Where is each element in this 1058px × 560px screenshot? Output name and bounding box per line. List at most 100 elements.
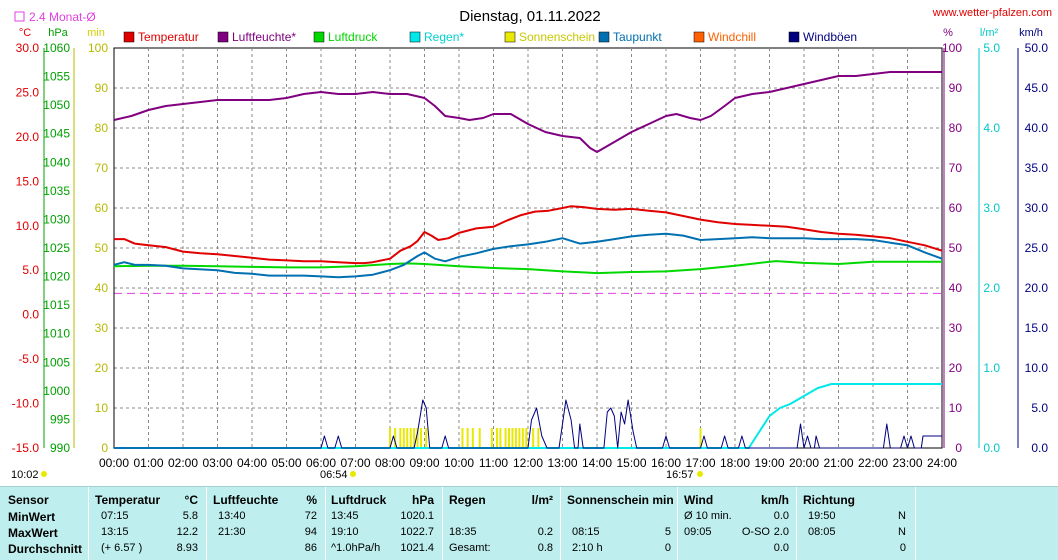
unit-minutes: min (87, 27, 105, 39)
legend-label: Taupunkt (613, 30, 662, 44)
table-cell: 13:15 (101, 526, 129, 538)
sunshine-bar (389, 428, 391, 448)
sunshine-bar (511, 428, 514, 448)
sunshine-bar (425, 428, 428, 448)
table-cell: 08:05 (808, 526, 836, 538)
header-wind: Wind (684, 493, 714, 507)
y-tick-label-rain: 2.0 (983, 281, 1000, 295)
x-tick-label: 14:00 (582, 456, 612, 470)
sunshine-bar (471, 428, 474, 448)
x-tick-label: 09:00 (409, 456, 439, 470)
table-column-divider (677, 487, 678, 560)
table-cell: 0.0 (773, 510, 789, 522)
table-cell: 72 (304, 510, 317, 522)
legend-label: Luftdruck (328, 30, 378, 44)
table-cell: O-SO (741, 526, 770, 538)
sunshine-bar (514, 428, 517, 448)
sunshine-bar (420, 428, 423, 448)
y-tick-label-pressure: 1050 (43, 98, 70, 112)
sunshine-bar (394, 428, 397, 448)
unit-humidity: % (943, 27, 953, 39)
table-cell: Ø 10 min. (684, 510, 732, 522)
y-tick-label-pressure: 1035 (43, 184, 70, 198)
y-tick-label-temp: 20.0 (16, 130, 40, 144)
y-tick-label-minutes: 0 (101, 441, 108, 455)
y-tick-label-wind: 35.0 (1025, 161, 1049, 175)
table-cell: 12.2 (176, 526, 198, 538)
table-cell: 0 (899, 542, 906, 554)
row-label: MaxWert (8, 526, 58, 540)
y-tick-label-wind: 25.0 (1025, 241, 1049, 255)
y-tick-label-pressure: 1055 (43, 70, 70, 84)
sunshine-bar (413, 428, 416, 448)
y-tick-label-wind: 0.0 (1031, 441, 1048, 455)
y-tick-label-rain: 0.0 (983, 441, 1000, 455)
header-wind-unit: km/h (760, 493, 789, 507)
table-cell: N (898, 526, 906, 538)
header-pressure-unit: hPa (411, 493, 434, 507)
table-cell: 86 (304, 542, 317, 554)
sunshine-bar (495, 428, 498, 448)
sunshine-bar (406, 428, 409, 448)
y-tick-label-humidity: 40 (949, 281, 963, 295)
table-cell: 5 (664, 526, 671, 538)
sunshine-bar (518, 428, 521, 448)
x-tick-label: 13:00 (547, 456, 577, 470)
sunshine-bar (537, 428, 540, 448)
legend-swatch (123, 31, 135, 43)
y-tick-label-pressure: 1045 (43, 127, 70, 141)
x-tick-label: 05:00 (271, 456, 301, 470)
legend-swatch (693, 31, 705, 43)
legend-swatch (217, 31, 229, 43)
table-cell: 13:40 (218, 510, 246, 522)
table-column-divider (796, 487, 797, 560)
y-tick-label-pressure: 1010 (43, 327, 70, 341)
header-sunshine: Sonnenschein min (567, 493, 674, 507)
y-tick-label-wind: 15.0 (1025, 321, 1049, 335)
y-tick-label-minutes: 10 (95, 401, 109, 415)
weather-chart: 00:00 01:00 02:00 03:00 04:00 05:00 06:00 07:00… (11, 7, 1052, 481)
row-label: Durchschnitt (8, 542, 83, 556)
y-tick-label-minutes: 100 (88, 41, 108, 55)
table-cell: 19:10 (331, 526, 359, 538)
x-tick-label: 06:00 (306, 456, 336, 470)
table-cell: 18:35 (449, 526, 477, 538)
unit-wind: km/h (1019, 27, 1043, 39)
legend-swatch (409, 31, 421, 43)
table-cell: 19:50 (808, 510, 836, 522)
y-tick-label-wind: 30.0 (1025, 201, 1049, 215)
table-column-divider (88, 487, 89, 560)
y-tick-label-minutes: 90 (95, 81, 109, 95)
month-average-label: 2.4 Monat-Ø (29, 10, 96, 24)
table-column-divider (325, 487, 326, 560)
y-tick-label-pressure: 1020 (43, 270, 70, 284)
header-sensor: Sensor (8, 493, 49, 507)
y-tick-label-temp: 15.0 (16, 174, 40, 188)
header-direction: Richtung (803, 493, 855, 507)
series-line (114, 399, 942, 449)
x-tick-label: 17:00 (685, 456, 715, 470)
table-cell: 0.0 (773, 542, 789, 554)
sunshine-bar (478, 428, 481, 448)
sunset-icon (697, 471, 703, 477)
month-average-legend-box (14, 11, 25, 22)
y-tick-label-wind: 40.0 (1025, 121, 1049, 135)
y-tick-label-rain: 5.0 (983, 41, 1000, 55)
y-tick-label-temp: 5.0 (22, 263, 39, 277)
y-tick-label-minutes: 70 (95, 161, 109, 175)
sunshine-bar (504, 428, 507, 448)
x-tick-label: 15:00 (616, 456, 646, 470)
table-cell: 09:05 (684, 526, 712, 538)
header-humidity-unit: % (306, 493, 317, 507)
sunshine-bar (461, 428, 464, 448)
legend-label: Windchill (708, 30, 756, 44)
sunshine-bar (532, 428, 535, 448)
y-tick-label-temp: -10.0 (12, 397, 40, 411)
legend-swatch (788, 31, 800, 43)
y-tick-label-humidity: 20 (949, 361, 963, 375)
y-tick-label-temp: -5.0 (18, 352, 39, 366)
header-rain-unit: l/m² (531, 493, 553, 507)
y-tick-label-pressure: 1040 (43, 155, 70, 169)
legend-label: Regen* (424, 30, 464, 44)
sunshine-bar (402, 428, 405, 448)
